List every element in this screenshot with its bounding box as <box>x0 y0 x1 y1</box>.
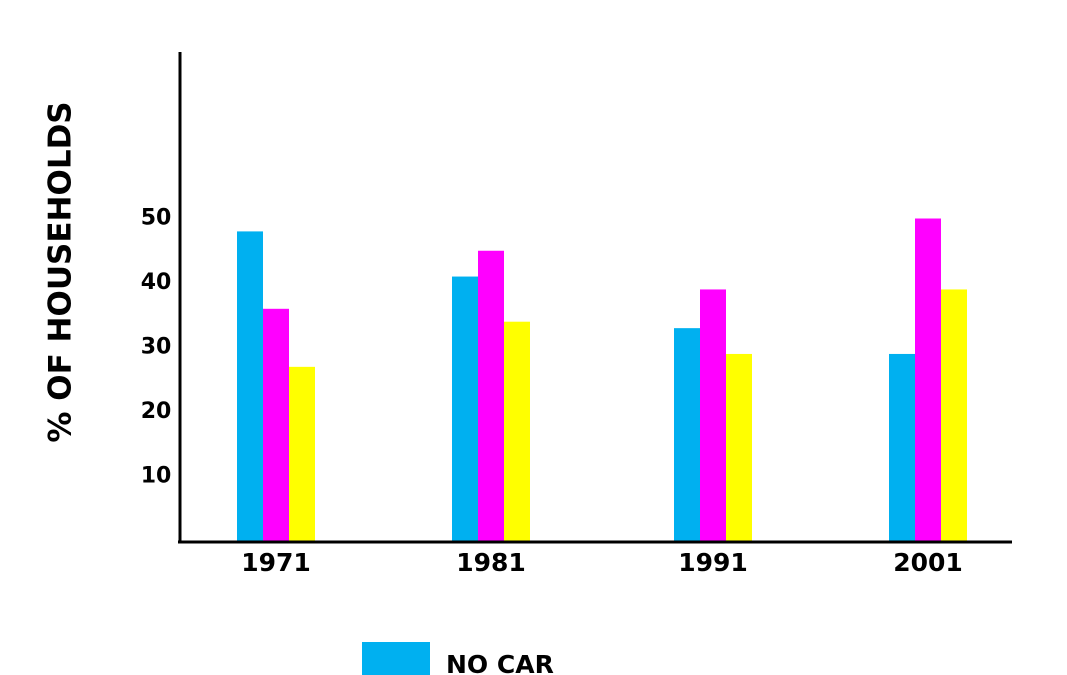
bar-2001-series-1 <box>889 353 915 541</box>
x-category-label: 2001 <box>893 548 963 577</box>
legend-label-no-car: NO CAR <box>446 650 554 675</box>
bar-1981-series-3 <box>504 321 530 541</box>
y-tick-label: 50 <box>141 206 172 231</box>
y-axis-label: % OF HOUSEHOLDS <box>43 101 79 442</box>
bar-1981-series-1 <box>452 276 478 541</box>
bar-1991-series-3 <box>726 353 752 541</box>
bar-1971-series-2 <box>263 308 289 541</box>
y-tick-label: 40 <box>141 270 172 295</box>
x-category-label: 1971 <box>241 548 311 577</box>
bar-1991-series-1 <box>674 328 700 541</box>
legend: NO CAR <box>362 642 554 675</box>
bar-2001-series-3 <box>941 289 967 541</box>
bar-1981-series-2 <box>478 250 504 541</box>
legend-swatch-no-car <box>362 642 430 675</box>
bar-1971-series-3 <box>289 366 315 541</box>
y-tick-label: 10 <box>141 464 172 489</box>
bars-group <box>237 218 967 541</box>
bar-2001-series-2 <box>915 218 941 541</box>
y-tick-labels: 10 20 30 40 50 <box>141 206 172 489</box>
x-category-label: 1991 <box>678 548 748 577</box>
y-tick-label: 20 <box>141 399 172 424</box>
x-category-label: 1981 <box>456 548 526 577</box>
bar-1991-series-2 <box>700 289 726 541</box>
bar-1971-series-1 <box>237 231 263 541</box>
x-category-labels: 1971 1981 1991 2001 <box>241 548 963 577</box>
y-tick-label: 30 <box>141 335 172 360</box>
